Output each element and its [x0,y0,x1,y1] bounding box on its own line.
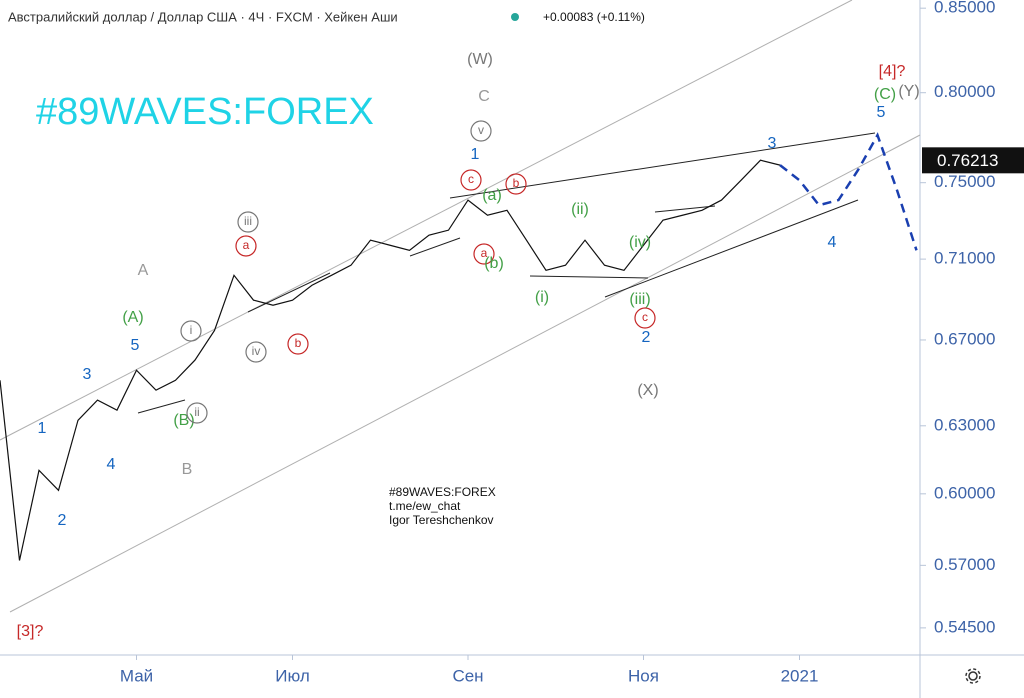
wave-label: 2 [58,512,67,529]
status-dot [511,13,519,21]
trendline [449,132,876,199]
credit-line: t.me/ew_chat [389,499,461,513]
x-tick-label: Ноя [628,666,659,685]
wave-label: iv [252,344,261,358]
gear[interactable] [968,671,978,681]
wave-label: 3 [83,366,92,383]
annotation-circle [237,211,259,233]
wave-label: (b) [484,255,504,272]
annotation-circle [235,235,257,257]
price-line [0,159,781,561]
wave-label: 3 [768,135,777,152]
y-tick-label: 0.80000 [934,82,995,101]
y-tick-label: 0.67000 [934,329,995,348]
wave-label: [3]? [17,623,44,640]
trendline [529,275,649,279]
wave-label: b [295,336,302,350]
y-tick-label: 0.75000 [934,172,995,191]
wave-label: b [513,176,520,190]
wave-label: (B) [173,412,194,429]
settings-icon[interactable] [965,668,981,684]
credit-line: Igor Tereshchenkov [389,513,494,527]
wave-label: v [478,123,484,137]
wave-label: [4]? [879,63,906,80]
wave-label: 1 [38,420,47,437]
channel [0,0,921,613]
projection-line [779,132,918,251]
trendline [137,399,186,414]
wave-label: (iv) [629,234,651,251]
wave-label: (i) [535,289,549,306]
y-tick-label: 0.71000 [934,249,995,268]
annotation-circle [470,120,492,142]
wave-label: (a) [482,187,502,204]
wave-label: iii [244,214,252,228]
wave-label: (C) [874,86,896,103]
wave-label: (W) [467,51,493,68]
channel-upper [0,0,853,441]
wave-label: (iii) [629,291,650,308]
trendline [654,205,716,213]
wave-label: (A) [122,309,143,326]
annotation-circle [186,402,208,424]
x-tick-label: Сен [452,666,483,685]
annotation-circle [180,320,202,342]
channel-lower [9,134,921,613]
x-tick-label: 2021 [781,666,819,685]
wave-label: 5 [877,104,886,121]
wave-label: c [642,310,648,324]
wave-label: A [138,262,149,279]
wave-label: (Y) [898,83,919,100]
wave-label: (ii) [571,201,589,218]
annotation-circle [245,341,267,363]
y-tick-label: 0.54500 [934,617,995,636]
x-tick-label: Июл [275,666,310,685]
annotation-circle [287,333,309,355]
y-tick-label: 0.57000 [934,555,995,574]
wave-label: i [190,323,193,337]
wave-label: a [243,238,250,252]
y-tick-label: 0.85000 [934,0,995,17]
wave-label: 1 [471,146,480,163]
trendlines [137,132,876,414]
wave-label: ii [194,405,199,419]
wave-label: 4 [107,456,116,473]
y-tick-label: 0.60000 [934,483,995,502]
annotation-circle [460,169,482,191]
wave-label: a [481,246,488,260]
price-tag-label: 0.76213 [937,151,998,170]
watermark: #89WAVES:FOREX [36,91,374,133]
trendline [247,272,331,313]
wave-label: (X) [637,382,658,399]
credits: #89WAVES:FOREX t.me/ew_chat Igor Tereshc… [389,485,496,527]
wave-label: c [468,172,474,186]
wave-label: 4 [828,234,837,251]
wave-label: B [182,461,193,478]
price-tag [922,147,1024,174]
wave-label: C [478,88,490,105]
annotation-circle [634,307,656,329]
price-change: +0.00083 (+0.11%) [543,10,645,24]
trendline [604,199,859,298]
credit-line: #89WAVES:FOREX [389,485,496,499]
y-tick-label: 0.63000 [934,415,995,434]
wave-label: 2 [642,329,651,346]
x-tick-label: Май [120,666,153,685]
gear-teeth[interactable] [965,668,981,684]
annotation-circle [473,243,495,265]
wave-label: 5 [131,337,140,354]
trendline [409,237,461,257]
chart-title: Австралийский доллар / Доллар США · 4Ч ·… [8,9,398,24]
annotation-circle [505,173,527,195]
